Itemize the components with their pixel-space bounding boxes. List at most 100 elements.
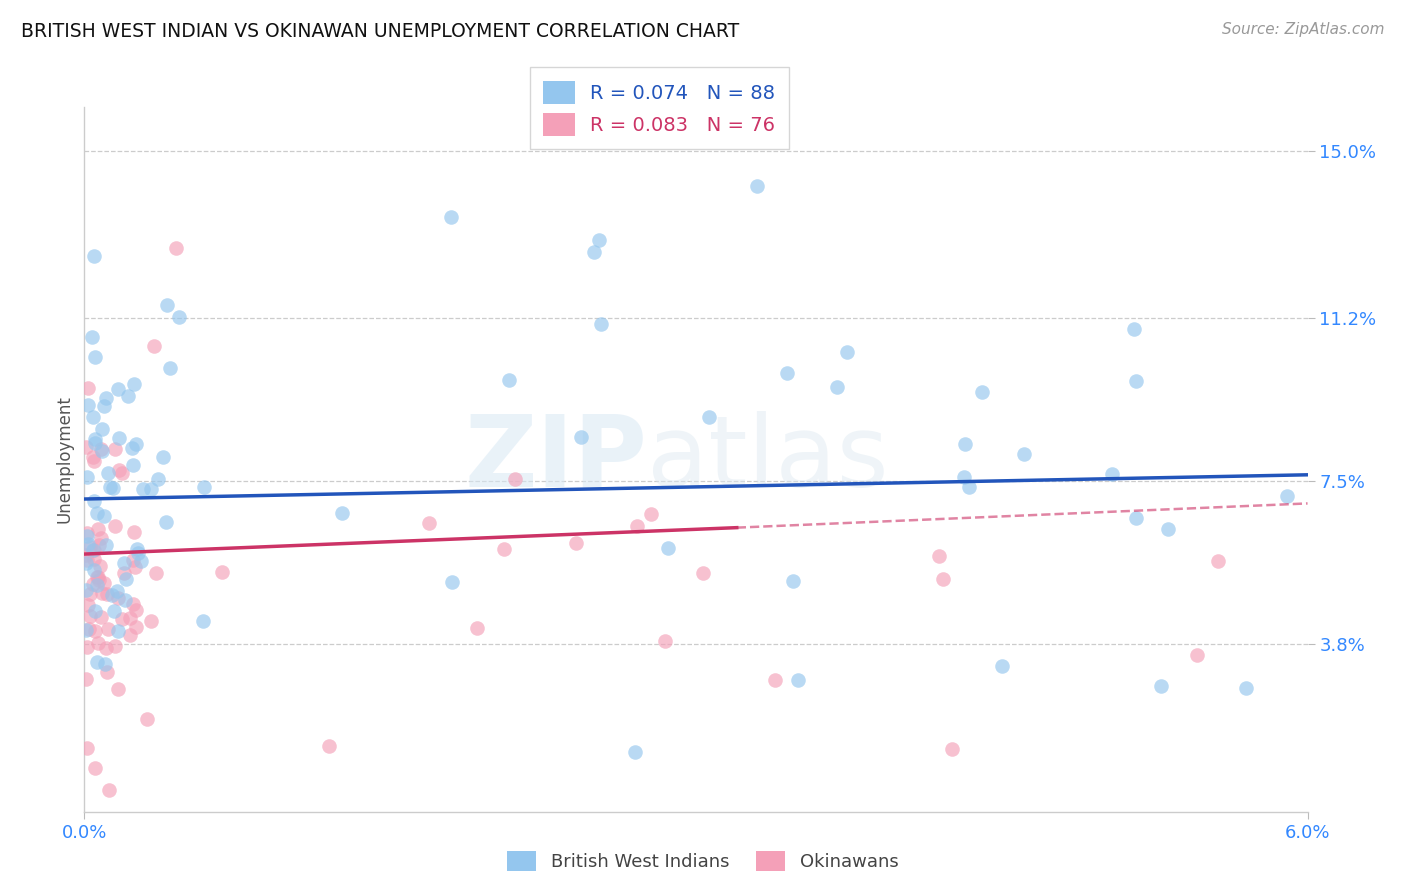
Point <box>96 665 118 680</box>
Point <box>112 556 135 570</box>
Point <box>835 345 858 359</box>
Point <box>193 480 215 494</box>
Point <box>159 360 181 375</box>
Point <box>117 389 139 403</box>
Point <box>103 604 125 618</box>
Point <box>83 761 105 775</box>
Point <box>82 576 104 591</box>
Point <box>330 506 353 520</box>
Text: BRITISH WEST INDIAN VS OKINAWAN UNEMPLOYMENT CORRELATION CHART: BRITISH WEST INDIAN VS OKINAWAN UNEMPLOY… <box>21 22 740 41</box>
Point <box>111 466 134 480</box>
Point <box>953 437 976 451</box>
Point <box>76 740 98 755</box>
Point <box>91 422 114 436</box>
Point <box>97 622 120 636</box>
Point <box>1012 447 1035 461</box>
Point <box>626 519 648 533</box>
Point <box>167 310 190 324</box>
Point <box>87 538 110 552</box>
Point <box>83 543 105 558</box>
Point <box>75 623 97 637</box>
Point <box>125 620 148 634</box>
Point <box>129 554 152 568</box>
Point <box>132 482 155 496</box>
Point <box>564 536 586 550</box>
Point <box>89 559 111 574</box>
Point <box>84 350 107 364</box>
Legend: British West Indians, Okinawans: British West Indians, Okinawans <box>501 844 905 879</box>
Point <box>75 548 97 562</box>
Point <box>122 553 145 567</box>
Point <box>75 673 97 687</box>
Point <box>440 210 463 224</box>
Point <box>763 673 786 687</box>
Text: Source: ZipAtlas.com: Source: ZipAtlas.com <box>1222 22 1385 37</box>
Point <box>928 549 950 563</box>
Point <box>90 442 112 457</box>
Point <box>91 444 114 458</box>
Text: atlas: atlas <box>647 411 889 508</box>
Point <box>125 542 148 557</box>
Point <box>79 608 101 623</box>
Point <box>75 440 97 454</box>
Point <box>86 570 108 584</box>
Point <box>75 582 97 597</box>
Point <box>211 565 233 579</box>
Point <box>107 382 129 396</box>
Point <box>77 397 100 411</box>
Point <box>787 673 810 687</box>
Point <box>953 470 976 484</box>
Point <box>101 588 124 602</box>
Point <box>76 553 98 567</box>
Point <box>148 472 170 486</box>
Point <box>90 531 112 545</box>
Point <box>155 516 177 530</box>
Point <box>825 380 848 394</box>
Point <box>83 494 105 508</box>
Point <box>440 574 463 589</box>
Point <box>657 541 679 555</box>
Point <box>124 560 146 574</box>
Point <box>1101 467 1123 481</box>
Point <box>970 384 993 399</box>
Point <box>101 481 124 495</box>
Point <box>588 233 610 247</box>
Point <box>583 245 606 260</box>
Point <box>96 538 118 552</box>
Point <box>125 602 148 616</box>
Point <box>107 591 129 605</box>
Point <box>107 431 129 445</box>
Y-axis label: Unemployment: Unemployment <box>55 395 73 524</box>
Point <box>122 597 145 611</box>
Point <box>82 409 104 424</box>
Point <box>76 640 98 655</box>
Point <box>1150 679 1173 693</box>
Point <box>83 435 105 450</box>
Point <box>139 614 162 628</box>
Point <box>121 441 143 455</box>
Point <box>122 458 145 472</box>
Point <box>77 622 100 636</box>
Point <box>96 391 118 405</box>
Point <box>76 528 98 542</box>
Point <box>93 576 115 591</box>
Point <box>1275 489 1298 503</box>
Point <box>80 330 103 344</box>
Point <box>782 574 804 588</box>
Point <box>156 298 179 312</box>
Point <box>571 430 593 444</box>
Point <box>105 583 128 598</box>
Point <box>747 179 769 194</box>
Point <box>932 572 955 586</box>
Point <box>139 483 162 497</box>
Point <box>86 507 108 521</box>
Point <box>104 442 127 457</box>
Point <box>1206 554 1229 568</box>
Point <box>1236 681 1258 696</box>
Point <box>86 655 108 669</box>
Point <box>84 432 107 446</box>
Point <box>87 522 110 536</box>
Point <box>127 546 149 560</box>
Point <box>143 339 166 353</box>
Point <box>122 376 145 391</box>
